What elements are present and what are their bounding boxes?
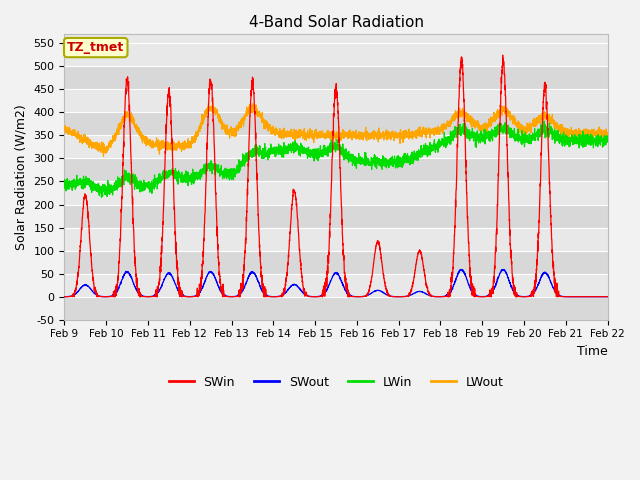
Y-axis label: Solar Radiation (W/m2): Solar Radiation (W/m2): [15, 104, 28, 250]
Bar: [65, 228, 607, 251]
Bar: [65, 135, 607, 158]
Text: TZ_tmet: TZ_tmet: [67, 41, 124, 54]
Legend: SWin, SWout, LWin, LWout: SWin, SWout, LWin, LWout: [163, 371, 509, 394]
Title: 4-Band Solar Radiation: 4-Band Solar Radiation: [248, 15, 424, 30]
Bar: [65, 89, 607, 112]
Bar: [65, 274, 607, 297]
Bar: [65, 112, 607, 135]
Bar: [65, 158, 607, 181]
Bar: [65, 204, 607, 228]
Bar: [65, 251, 607, 274]
Bar: [65, 297, 607, 320]
Bar: [65, 181, 607, 204]
Bar: [65, 43, 607, 66]
X-axis label: Time: Time: [577, 345, 607, 358]
Bar: [65, 66, 607, 89]
